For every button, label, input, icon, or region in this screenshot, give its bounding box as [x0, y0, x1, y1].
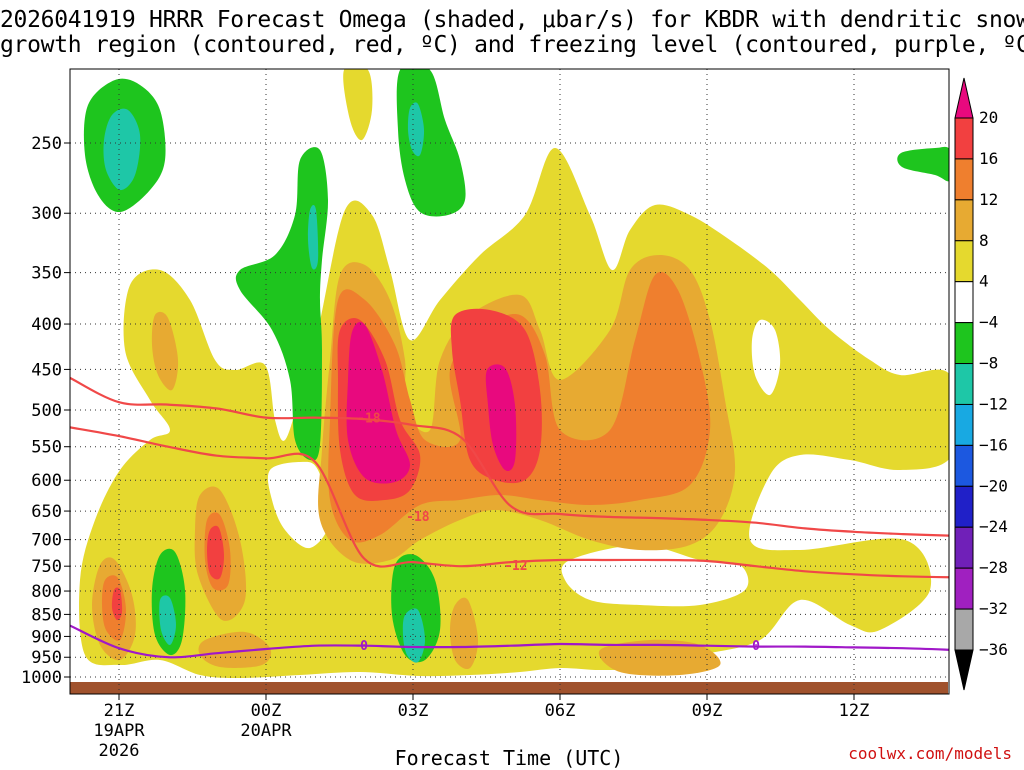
y-tick-label: 650 — [31, 502, 62, 522]
temperature-contours: -18 -18 -12 0 0 — [70, 376, 949, 659]
colorbar-segment — [954, 199, 974, 242]
colorbar-segment — [954, 322, 974, 365]
colorbar-tick-label: −16 — [979, 435, 1008, 454]
contour-line-dgz-lower — [70, 426, 949, 579]
colorbar-segment — [954, 240, 974, 283]
omega-pos8-f — [598, 639, 721, 676]
colorbar-bottom-arrow — [954, 649, 974, 691]
x-axis-label: Forecast Time (UTC) — [394, 746, 624, 770]
omega-pos16-d — [111, 587, 123, 621]
y-tick-label: 900 — [31, 627, 62, 647]
y-tick-label: 500 — [31, 401, 62, 421]
omega-pos4-small — [789, 409, 819, 453]
x-tick-sublabel: 2026 — [99, 741, 140, 761]
colorbar-tick-label: 16 — [979, 149, 998, 168]
contour-label: -18 — [406, 510, 430, 525]
y-tick-label: 550 — [31, 438, 62, 458]
x-tick-label: 21Z — [104, 701, 135, 721]
contour-label: -12 — [504, 559, 527, 574]
x-tick-label: 00Z — [251, 701, 282, 721]
omega-pos20-b — [485, 364, 517, 472]
colorbar-tick-label: −12 — [979, 394, 1008, 413]
omega-pos20-a — [346, 321, 411, 484]
omega-neutral-hole-3 — [267, 461, 331, 549]
chart-title-line-1: 2026041919 HRRR Forecast Omega (shaded, … — [0, 7, 1024, 33]
colorbar-tick-label: −28 — [979, 558, 1008, 577]
omega-neg8-c — [307, 204, 319, 270]
colorbar-tick-label: 20 — [979, 108, 998, 127]
surface-strip — [70, 682, 948, 694]
x-tick-label: 03Z — [398, 701, 429, 721]
omega-neg4-c — [235, 147, 329, 461]
colorbar-segment — [954, 608, 974, 651]
colorbar-segment — [954, 117, 974, 160]
contour-label: 0 — [360, 639, 368, 654]
omega-neg8-d — [159, 595, 176, 646]
colorbar-segment — [954, 526, 974, 569]
omega-pos16-c — [207, 525, 225, 580]
colorbar-tick-label: 8 — [979, 231, 989, 250]
colorbar-tick-label: −36 — [979, 640, 1008, 659]
omega-pos4-top — [343, 69, 373, 141]
colorbar-segment — [954, 485, 974, 528]
credit-text: coolwx.com/models — [848, 744, 1012, 763]
y-tick-label: 950 — [31, 648, 62, 668]
omega-pos8-d — [198, 631, 272, 668]
colorbar: 20 16 12 8 4 −4 −8 −12 −16 −20 −24 −28 −32 −36 — [954, 77, 1008, 691]
omega-pos8-a — [151, 311, 179, 391]
y-tick-label: 750 — [31, 557, 62, 577]
colorbar-tick-label: −8 — [979, 354, 998, 373]
colorbar-top-arrow — [954, 77, 974, 119]
omega-neg4-f — [897, 146, 949, 182]
y-tick-label: 700 — [31, 531, 62, 551]
x-tick-sublabel: 19APR — [93, 721, 145, 741]
colorbar-segment — [954, 444, 974, 487]
contour-label: -18 — [357, 412, 381, 427]
y-tick-label: 850 — [31, 605, 62, 625]
y-tick-label: 400 — [31, 315, 62, 335]
y-tick-label: 450 — [31, 360, 62, 380]
omega-neutral-hole-1 — [751, 319, 781, 396]
contour-label: 0 — [752, 639, 760, 654]
y-tick-label: 1000 — [21, 668, 62, 688]
colorbar-segment — [954, 363, 974, 405]
x-tick-sublabel: 20APR — [240, 721, 292, 741]
plot-frame — [69, 68, 950, 695]
colorbar-segment — [954, 281, 974, 324]
colorbar-segment — [954, 403, 974, 446]
colorbar-tick-label: 12 — [979, 190, 998, 209]
colorbar-tick-label: 4 — [979, 272, 989, 291]
axes: 2503003504004505005506006507007508008509… — [21, 134, 869, 761]
x-tick-label: 09Z — [692, 701, 723, 721]
chart-title-line-2: growth region (contoured, red, ºC) and f… — [0, 32, 1024, 58]
omega-shading — [70, 69, 949, 694]
colorbar-segment — [954, 158, 974, 201]
colorbar-tick-label: −20 — [979, 476, 1008, 495]
x-tick-label: 12Z — [839, 701, 870, 721]
y-tick-label: 250 — [31, 134, 62, 154]
grid — [70, 69, 949, 694]
contour-line-dgz-upper — [70, 376, 949, 537]
y-tick-label: 300 — [31, 204, 62, 224]
x-tick-label: 06Z — [545, 701, 576, 721]
y-tick-label: 800 — [31, 582, 62, 602]
y-tick-label: 600 — [31, 471, 62, 491]
colorbar-segment — [954, 567, 974, 610]
omega-pos8-e — [450, 597, 479, 670]
colorbar-tick-label: −32 — [979, 599, 1008, 618]
omega-neg8-a — [103, 108, 141, 191]
y-tick-label: 350 — [31, 264, 62, 284]
colorbar-tick-label: −4 — [979, 313, 998, 332]
colorbar-tick-label: −24 — [979, 517, 1008, 536]
contour-line-freezing-level — [70, 624, 949, 659]
omega-neg8-e — [402, 608, 425, 663]
